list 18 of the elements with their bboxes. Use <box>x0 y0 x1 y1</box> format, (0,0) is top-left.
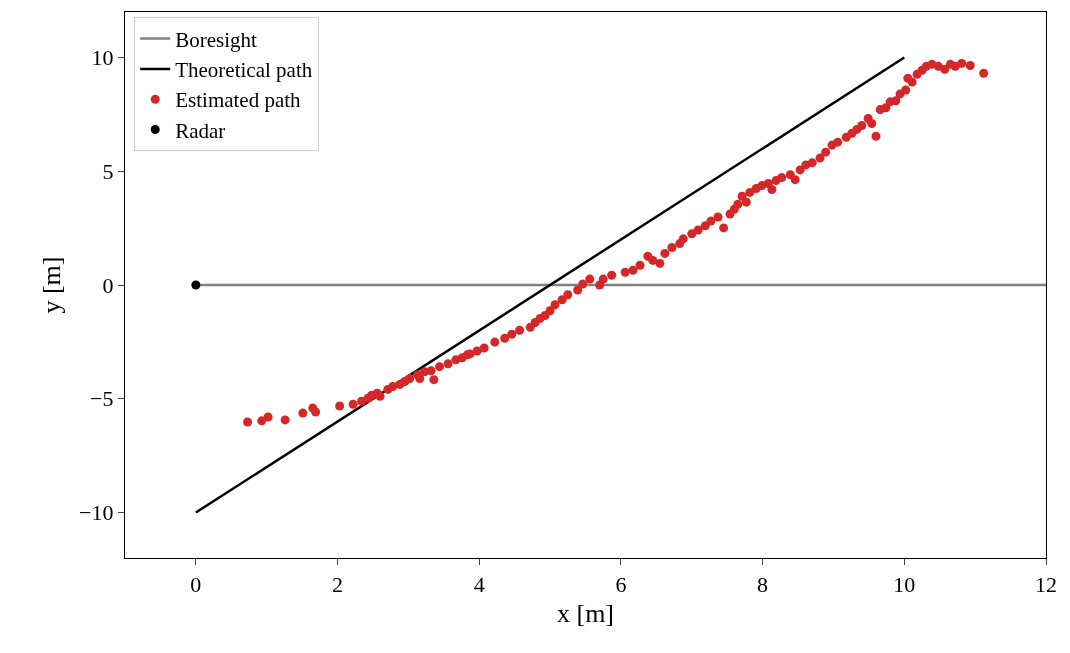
x-tick-label: 8 <box>757 571 769 597</box>
x-tick-label: 4 <box>473 571 485 597</box>
legend-label: Estimated path <box>175 88 302 113</box>
y-tick-label: 10 <box>91 45 114 71</box>
y-tick-label: −10 <box>79 500 114 526</box>
x-tick-label: 2 <box>332 571 344 597</box>
x-tick-label: 12 <box>1035 571 1057 597</box>
legend-label: Theoretical path <box>175 58 313 83</box>
x-tick-label: 6 <box>615 571 627 597</box>
y-tick-label: 0 <box>102 272 114 298</box>
y-tick-label: −5 <box>90 386 114 412</box>
x-axis-title: x [m] <box>556 599 615 629</box>
y-tick-label: 5 <box>102 158 114 184</box>
y-axis-title: y [m] <box>37 256 67 314</box>
legend-label: Radar <box>175 118 226 143</box>
x-tick-label: 0 <box>190 571 202 597</box>
legend-label: Boresight <box>175 27 258 52</box>
x-tick-label: 10 <box>893 571 916 597</box>
